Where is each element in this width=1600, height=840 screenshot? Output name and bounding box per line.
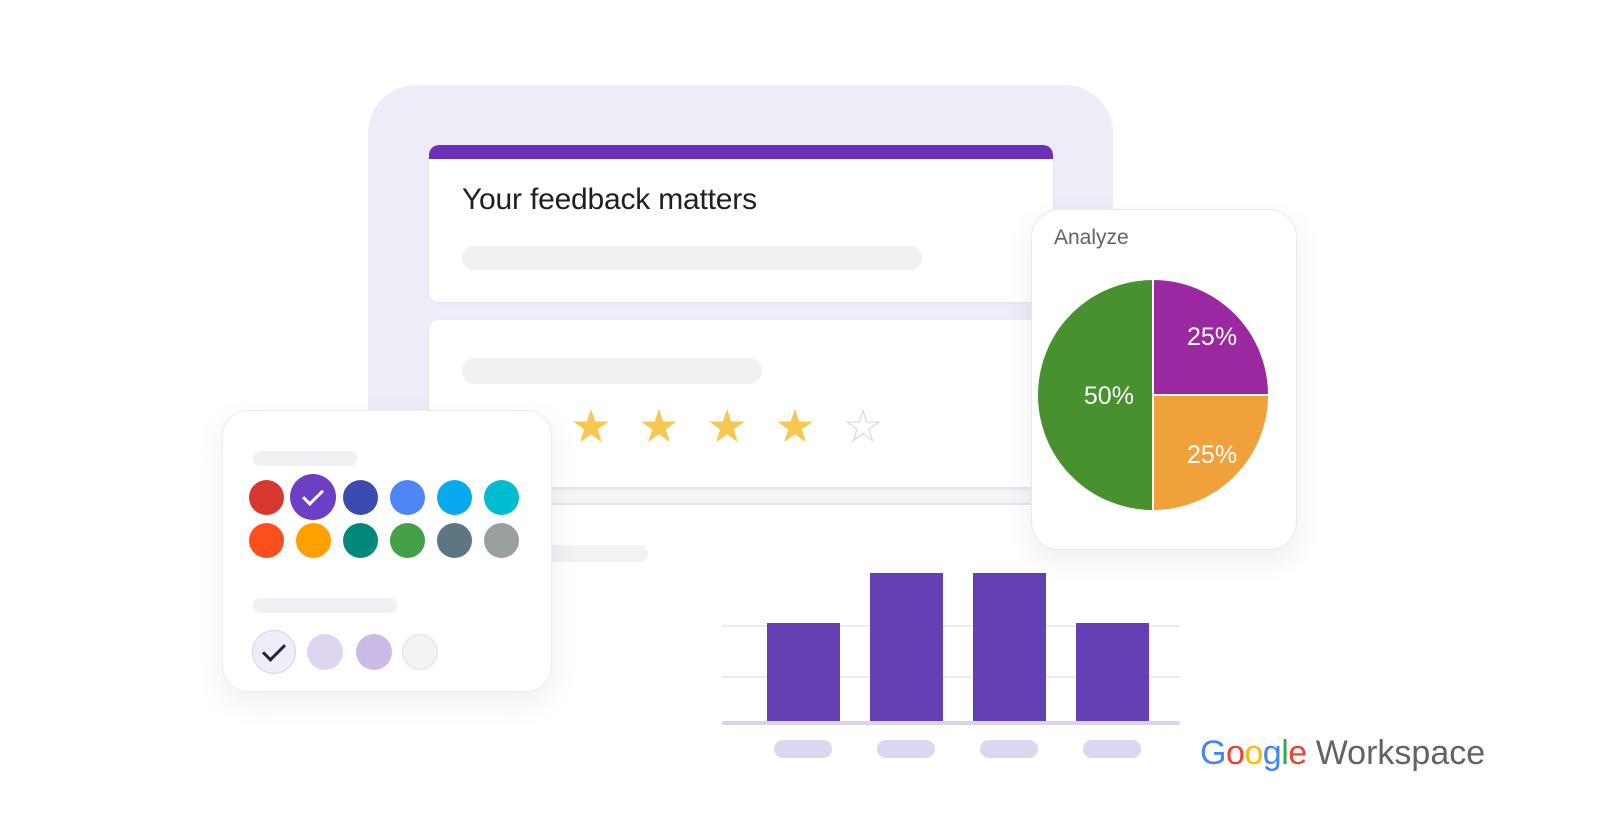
logo-letter: o <box>1225 734 1245 772</box>
question-text-placeholder <box>462 358 762 384</box>
logo-letter: e <box>1288 734 1307 772</box>
color-swatch-selected[interactable] <box>290 474 336 520</box>
logo-letter: g <box>1262 734 1282 772</box>
pie-slice-label: 25% <box>1187 323 1237 351</box>
chart-baseline <box>722 721 1180 725</box>
analyze-card: Analyze 25% 25% 50% <box>1031 209 1297 550</box>
chart-gridline <box>722 625 1180 627</box>
star-filled-icon[interactable]: ★ <box>706 400 748 452</box>
color-swatch[interactable] <box>389 479 425 515</box>
chart-gridline <box>722 676 1180 678</box>
star-filled-icon[interactable]: ★ <box>570 400 612 452</box>
star-filled-icon[interactable]: ★ <box>638 400 680 452</box>
check-icon <box>261 637 287 662</box>
color-swatch[interactable] <box>342 522 378 558</box>
footer-placeholder <box>520 545 648 562</box>
color-swatch[interactable] <box>483 479 519 515</box>
color-swatch[interactable] <box>248 479 284 515</box>
axis-label-placeholder <box>877 740 935 758</box>
star-filled-icon[interactable]: ★ <box>774 400 816 452</box>
color-swatch[interactable] <box>295 522 331 558</box>
axis-label-placeholder <box>1083 740 1141 758</box>
chart-bar <box>870 573 943 723</box>
form-title-card: Your feedback matters <box>429 145 1053 302</box>
pie-slice-label: 50% <box>1084 382 1134 410</box>
color-swatch[interactable] <box>248 522 284 558</box>
form-description-placeholder <box>462 246 922 270</box>
google-workspace-logo: Google Workspace <box>1200 734 1485 773</box>
pie-slice-label: 25% <box>1187 441 1237 469</box>
analyze-title: Analyze <box>1054 226 1129 249</box>
rating-stars: ★ ★ ★ ★ ☆ <box>567 402 887 450</box>
form-title: Your feedback matters <box>462 183 757 216</box>
workspace-wordmark: Workspace <box>1315 734 1486 772</box>
color-swatch[interactable] <box>483 522 519 558</box>
background-option[interactable] <box>307 634 343 670</box>
axis-label-placeholder <box>980 740 1038 758</box>
chart-bar <box>767 623 840 723</box>
chart-bar <box>973 573 1046 723</box>
color-swatch[interactable] <box>342 479 378 515</box>
pie-slice <box>1152 394 1270 512</box>
form-card-stack-edge <box>429 489 1031 505</box>
color-swatch[interactable] <box>436 522 472 558</box>
axis-label-placeholder <box>774 740 832 758</box>
theme-section-placeholder <box>253 451 357 466</box>
background-section-placeholder <box>253 598 397 613</box>
google-logo-letters: Google <box>1200 734 1307 772</box>
pie-slice <box>1036 278 1154 512</box>
background-option[interactable] <box>356 634 392 670</box>
star-empty-icon[interactable]: ☆ <box>842 400 884 452</box>
color-swatch[interactable] <box>436 479 472 515</box>
bar-chart <box>722 560 1180 770</box>
color-swatch[interactable] <box>389 522 425 558</box>
form-theme-header-bar <box>429 145 1053 159</box>
chart-bar <box>1076 623 1149 723</box>
pie-slice <box>1152 278 1270 396</box>
background-option[interactable] <box>402 634 438 670</box>
theme-picker-panel <box>222 410 552 692</box>
logo-letter: G <box>1200 734 1226 772</box>
logo-letter: l <box>1281 734 1289 772</box>
check-icon <box>302 484 324 506</box>
logo-letter: o <box>1244 734 1263 772</box>
pie-chart: 25% 25% 50% <box>1036 278 1270 512</box>
background-option-selected[interactable] <box>252 630 296 674</box>
